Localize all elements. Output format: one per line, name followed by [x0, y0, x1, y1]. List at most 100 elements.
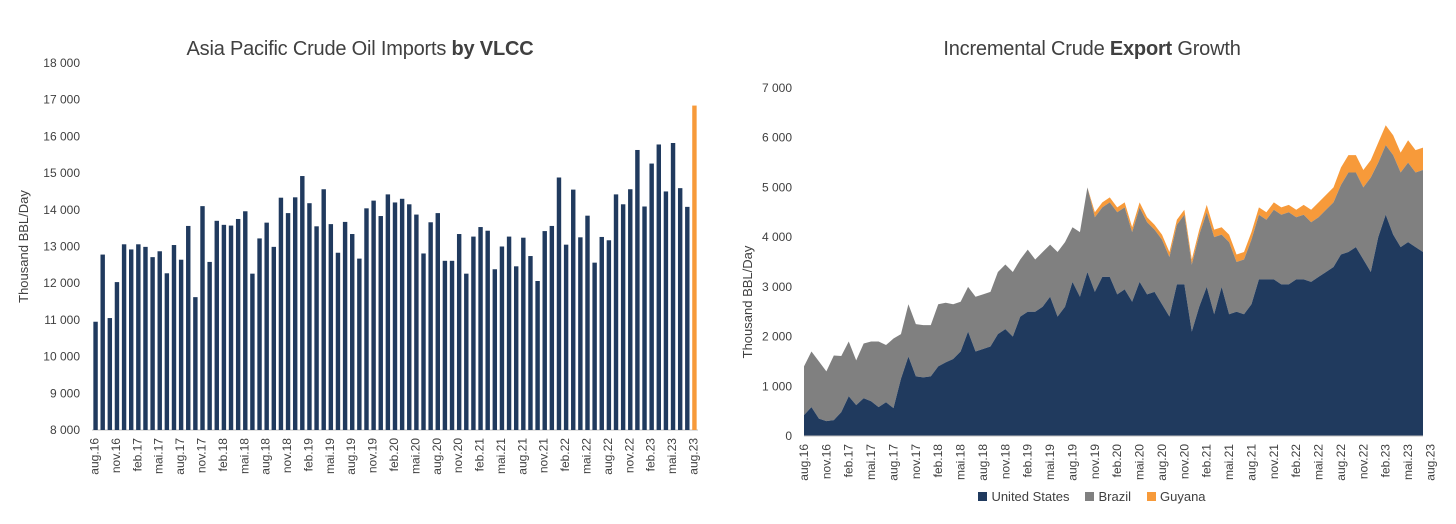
x-tick-label-nov-19: nov.19	[366, 438, 380, 473]
x-tick-label-aug-18: aug.18	[976, 444, 990, 481]
x-tick-label-nov-16: nov.16	[109, 438, 123, 473]
x-tick-label-nov-18: nov.18	[280, 438, 294, 473]
bar	[549, 225, 555, 430]
x-tick-label-mai-20: mai.20	[1133, 444, 1147, 480]
bar	[442, 260, 448, 430]
bar	[100, 254, 105, 430]
bar	[649, 163, 654, 431]
bar	[485, 230, 490, 430]
bar	[642, 206, 647, 430]
bar	[300, 176, 305, 430]
x-tick-label-aug-23: aug.23	[686, 438, 700, 475]
x-tick-label-aug-18: aug.18	[259, 438, 273, 475]
x-tick-label-nov-22: nov.22	[622, 438, 636, 473]
imports-chart-title: Asia Pacific Crude Oil Imports by VLCC	[0, 38, 720, 61]
bar	[585, 215, 590, 430]
y-tick-label: 7 000	[762, 81, 792, 95]
legend-label-brazil: Brazil	[1098, 489, 1131, 504]
x-tick-label-aug-19: aug.19	[344, 438, 358, 475]
bar	[499, 246, 505, 430]
bar	[677, 188, 683, 430]
x-tick-label-mai-20: mai.20	[408, 438, 422, 474]
y-tick-label: 2 000	[762, 330, 792, 344]
bar	[535, 280, 540, 430]
bar	[350, 234, 355, 430]
bar	[506, 236, 512, 430]
bar	[471, 236, 476, 430]
x-tick-label-feb-19: feb.19	[301, 438, 315, 472]
bar	[157, 251, 162, 430]
bar	[563, 244, 569, 430]
bar	[385, 194, 391, 430]
bar	[435, 213, 440, 430]
legend-label-guyana: Guyana	[1160, 489, 1206, 504]
x-tick-label-aug-21: aug.21	[1244, 444, 1258, 481]
bar	[250, 273, 255, 430]
x-tick-label-nov-20: nov.20	[1177, 444, 1191, 479]
bar	[278, 197, 284, 430]
x-tick-label-aug-19: aug.19	[1065, 444, 1079, 481]
area-brazil	[804, 145, 1423, 422]
bar	[271, 246, 277, 430]
bar	[342, 221, 348, 430]
x-tick-label-mai-19: mai.19	[1043, 444, 1057, 480]
bar	[228, 225, 234, 430]
bar	[321, 189, 326, 430]
x-tick-label-feb-23: feb.23	[644, 438, 658, 472]
bar	[257, 238, 262, 430]
x-tick-label-feb-20: feb.20	[387, 438, 401, 472]
x-tick-label-nov-16: nov.16	[819, 444, 833, 479]
y-tick-label: 11 000	[44, 313, 80, 327]
bar	[456, 234, 462, 430]
bar	[663, 191, 669, 430]
bar	[150, 257, 155, 430]
bar	[292, 197, 298, 430]
export-legend: United States Brazil Guyana	[728, 489, 1456, 504]
x-tick-label-aug-20: aug.20	[430, 438, 444, 475]
x-tick-label-nov-21: nov.21	[537, 438, 551, 473]
y-axis-label: Thousand BBL/Day	[16, 190, 31, 303]
export-title-end: Growth	[1172, 38, 1241, 60]
bar	[542, 231, 547, 430]
export-title-bold: Export	[1109, 38, 1172, 60]
bar	[264, 222, 269, 430]
bar	[492, 269, 498, 430]
bar	[378, 216, 383, 430]
x-tick-label-feb-21: feb.21	[473, 438, 487, 472]
bar	[193, 297, 198, 430]
x-tick-label-mai-21: mai.21	[1222, 444, 1236, 480]
x-tick-label-nov-18: nov.18	[998, 444, 1012, 479]
bar	[628, 189, 633, 430]
bar	[606, 240, 612, 430]
x-tick-label-aug-16: aug.16	[88, 438, 102, 475]
bar	[214, 220, 219, 430]
legend-item-guyana: Guyana	[1147, 489, 1206, 504]
x-tick-label-feb-23: feb.23	[1379, 444, 1393, 478]
y-tick-label: 14 000	[43, 203, 80, 217]
bar	[314, 226, 319, 430]
export-area-chart: 0 1 000 2 000 3 000 4 000 5 000 6 000 7 000 aug.…	[740, 81, 1437, 481]
bar	[285, 213, 291, 430]
bar	[136, 244, 141, 430]
bar	[464, 273, 469, 430]
x-tick-label-mai-19: mai.19	[323, 438, 337, 474]
x-tick-label-mai-23: mai.23	[1401, 444, 1415, 480]
bar	[414, 214, 419, 430]
bar	[399, 198, 405, 430]
bar	[335, 252, 341, 430]
x-tick-label-nov-19: nov.19	[1088, 444, 1102, 479]
bar	[93, 321, 98, 430]
bar	[513, 266, 519, 430]
bar	[656, 144, 661, 430]
x-tick-label-nov-20: nov.20	[451, 438, 465, 473]
bar	[556, 177, 562, 430]
x-tick-label-mai-22: mai.22	[1312, 444, 1326, 480]
bar	[392, 202, 398, 430]
legend-item-brazil: Brazil	[1085, 489, 1131, 504]
bar	[613, 194, 619, 430]
bar	[143, 246, 148, 430]
legend-swatch-brazil	[1085, 492, 1095, 501]
y-tick-label: 15 000	[43, 166, 80, 180]
export-chart-title: Incremental Crude Export Growth	[728, 38, 1456, 61]
area-united-states	[804, 214, 1423, 436]
